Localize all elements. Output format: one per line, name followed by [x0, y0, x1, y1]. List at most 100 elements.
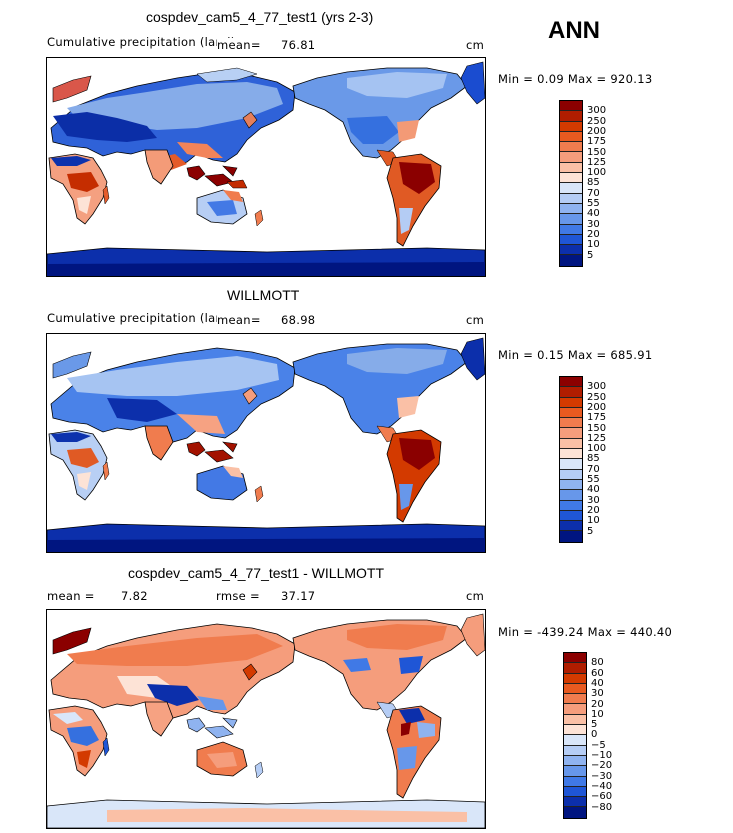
colorbar-swatch: [560, 490, 582, 501]
panel1-title: cospdev_cam5_4_77_test1 (yrs 2-3): [146, 9, 374, 25]
colorbar-tick-label: 40: [587, 208, 600, 220]
panel3-colorbar: [563, 652, 587, 819]
colorbar-tick-label: 125: [587, 432, 607, 444]
colorbar-tick-label: 40: [591, 677, 604, 689]
season-label: ANN: [548, 17, 600, 44]
colorbar-swatch: [564, 776, 586, 787]
colorbar-swatch: [564, 663, 586, 674]
colorbar-swatch: [560, 377, 582, 388]
colorbar-swatch: [560, 449, 582, 460]
colorbar-swatch: [560, 479, 582, 491]
colorbar-swatch: [564, 725, 586, 736]
colorbar-tick-label: 100: [587, 167, 607, 179]
panel2-mean-value: 68.98: [281, 313, 316, 327]
colorbar-tick-label: −20: [591, 760, 613, 772]
colorbar-swatch: [560, 131, 582, 143]
colorbar-tick-label: 30: [591, 688, 604, 700]
colorbar-swatch: [560, 255, 582, 266]
panel2-colorbar: [559, 376, 583, 543]
colorbar-tick-label: 80: [591, 657, 604, 669]
colorbar-swatch: [564, 704, 586, 715]
colorbar-swatch: [564, 745, 586, 756]
colorbar-tick-label: 200: [587, 125, 607, 137]
colorbar-tick-label: −30: [591, 770, 613, 782]
colorbar-swatch: [560, 101, 582, 112]
colorbar-swatch: [564, 653, 586, 664]
colorbar-tick-label: 85: [587, 453, 600, 465]
colorbar-swatch: [560, 173, 582, 184]
panel2-title: WILLMOTT: [227, 287, 300, 303]
colorbar-tick-label: −10: [591, 750, 613, 761]
colorbar-swatch: [564, 714, 586, 726]
colorbar-swatch: [560, 162, 582, 174]
colorbar-swatch: [560, 121, 582, 132]
colorbar-swatch: [560, 521, 582, 532]
panel1-map: [46, 57, 486, 277]
panel3-rmse-label: rmse =: [216, 589, 260, 603]
panel1-map-svg: [47, 61, 485, 276]
colorbar-swatch: [564, 807, 586, 818]
colorbar-tick-label: 40: [587, 484, 600, 496]
colorbar-tick-label: 20: [591, 698, 604, 710]
colorbar-tick-label: 200: [587, 401, 607, 413]
colorbar-tick-label: 0: [591, 729, 598, 741]
colorbar-tick-label: −40: [591, 780, 613, 792]
india-landmass: [144, 149, 174, 185]
colorbar-swatch: [560, 224, 582, 235]
colorbar-tick-label: −80: [591, 801, 613, 813]
panel3-minmax: Min = -439.24 Max = 440.40: [498, 625, 673, 639]
panel1-mean-label: mean=: [217, 38, 261, 52]
colorbar-swatch: [560, 510, 582, 522]
colorbar-swatch: [560, 111, 582, 122]
colorbar-swatch: [564, 766, 586, 777]
colorbar-tick-label: 125: [587, 156, 607, 168]
colorbar-tick-label: 250: [587, 115, 607, 127]
colorbar-swatch: [560, 407, 582, 419]
colorbar-swatch: [560, 459, 582, 470]
colorbar-tick-label: 10: [587, 515, 600, 527]
colorbar-swatch: [560, 531, 582, 542]
colorbar-tick-label: 150: [587, 422, 607, 434]
colorbar-swatch: [560, 203, 582, 215]
colorbar-tick-label: 250: [587, 391, 607, 403]
panel3-units: cm: [466, 589, 485, 603]
colorbar-tick-label: 70: [587, 463, 600, 475]
colorbar-tick-label: 175: [587, 412, 607, 424]
colorbar-tick-label: 10: [591, 708, 604, 720]
panel2-units: cm: [466, 313, 485, 327]
colorbar-swatch: [560, 387, 582, 398]
panel3-title: cospdev_cam5_4_77_test1 - WILLMOTT: [128, 565, 385, 581]
colorbar-swatch: [560, 245, 582, 256]
colorbar-swatch: [564, 786, 586, 798]
colorbar-tick-label: 5: [587, 525, 594, 537]
colorbar-swatch: [560, 234, 582, 246]
panel3-mean-label: mean =: [47, 589, 95, 603]
colorbar-tick-label: 10: [587, 239, 600, 251]
colorbar-swatch: [564, 694, 586, 705]
panel1-units: cm: [466, 38, 485, 52]
colorbar-tick-label: 60: [591, 667, 604, 679]
colorbar-tick-label: 30: [587, 218, 600, 230]
colorbar-swatch: [560, 193, 582, 204]
panel3-mean-value: 7.82: [121, 589, 148, 603]
colorbar-tick-label: 300: [587, 105, 607, 117]
colorbar-swatch: [560, 183, 582, 194]
colorbar-swatch: [564, 755, 586, 767]
panel2-mean-label: mean=: [217, 313, 261, 327]
colorbar-tick-label: 70: [587, 187, 600, 199]
colorbar-tick-label: 5: [587, 249, 594, 261]
colorbar-tick-label: 20: [587, 504, 600, 516]
colorbar-tick-label: 150: [587, 146, 607, 158]
greenland-landmass: [460, 61, 485, 105]
colorbar-swatch: [560, 469, 582, 480]
panel2-minmax: Min = 0.15 Max = 685.91: [498, 348, 653, 362]
colorbar-swatch: [560, 152, 582, 163]
colorbar-tick-label: 85: [587, 177, 600, 189]
colorbar-tick-label: 100: [587, 443, 607, 455]
colorbar-tick-label: 175: [587, 136, 607, 148]
colorbar-swatch: [560, 214, 582, 225]
colorbar-swatch: [560, 428, 582, 439]
colorbar-tick-label: 300: [587, 381, 607, 393]
panel3-rmse-value: 37.17: [281, 589, 316, 603]
colorbar-tick-label: 5: [591, 719, 598, 731]
